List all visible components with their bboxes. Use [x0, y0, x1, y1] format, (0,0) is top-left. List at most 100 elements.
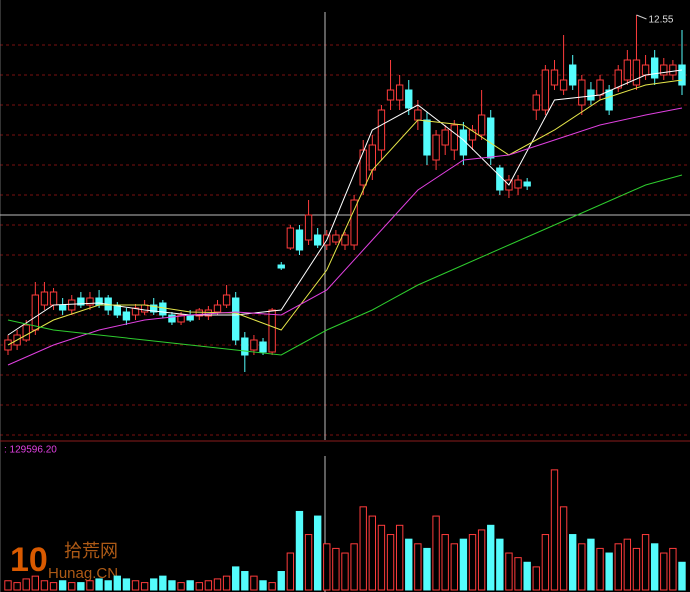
- candle-body: [68, 299, 76, 311]
- volume-bar: [596, 547, 604, 591]
- candle-body: [241, 337, 249, 356]
- volume-bar: [177, 582, 185, 591]
- candle-body: [468, 129, 477, 141]
- volume-bar: [31, 575, 40, 591]
- volume-bar: [304, 534, 313, 591]
- volume-bar: [359, 506, 367, 591]
- candle-body: [31, 294, 40, 331]
- volume-bar: [414, 543, 422, 591]
- candle-body: [177, 314, 185, 323]
- volume-bar: [523, 561, 531, 591]
- volume-bar: [150, 578, 158, 591]
- volume-bar: [140, 582, 149, 591]
- volume-bar: [4, 580, 12, 591]
- moving-average-line: [7, 107, 683, 366]
- volume-bar: [40, 580, 49, 591]
- candle-body: [368, 144, 377, 171]
- volume-bar: [605, 552, 613, 591]
- volume-bar: [341, 552, 349, 591]
- volume-bar: [95, 578, 103, 591]
- candle-body: [395, 84, 404, 101]
- volume-bar: [113, 575, 121, 591]
- volume-bar: [295, 510, 304, 591]
- candle-body: [532, 94, 540, 111]
- candle-body: [623, 59, 632, 81]
- volume-bar: [550, 469, 559, 591]
- volume-bar: [368, 515, 377, 591]
- candle-body: [22, 324, 30, 341]
- high-marker: [636, 14, 647, 20]
- candle-body: [650, 57, 659, 79]
- candle-body: [414, 109, 422, 121]
- candle-body: [487, 117, 495, 159]
- volume-bar: [232, 566, 240, 591]
- volume-bar: [614, 543, 622, 591]
- candle-body: [286, 227, 295, 249]
- moving-average-line: [7, 174, 683, 356]
- volume-bar: [377, 524, 386, 591]
- candle-body: [58, 304, 67, 311]
- volume-bar: [286, 552, 295, 591]
- candle-body: [213, 304, 222, 313]
- candle-body: [660, 64, 668, 76]
- volume-bar: [559, 506, 568, 591]
- volume-bar: [632, 547, 641, 591]
- watermark-site: Hunag.CN: [48, 565, 118, 582]
- volume-bar: [587, 538, 595, 591]
- volume-bar: [541, 534, 550, 591]
- candle-body: [122, 311, 131, 321]
- candle-body: [569, 64, 577, 86]
- volume-bar: [77, 582, 85, 591]
- candle-body: [77, 297, 85, 306]
- candle-body: [450, 124, 458, 151]
- candle-body: [350, 199, 358, 246]
- volume-bar: [660, 552, 668, 591]
- volume-bar: [477, 529, 486, 591]
- volume-bar: [195, 582, 203, 591]
- candle-body: [596, 79, 604, 96]
- volume-bar: [441, 534, 449, 591]
- volume-bar: [86, 580, 94, 591]
- candle-body: [559, 79, 568, 91]
- candle-body: [523, 181, 531, 187]
- volume-bar: [423, 547, 431, 591]
- candle-body: [605, 89, 613, 111]
- volume-bar: [669, 547, 677, 591]
- candle-body: [195, 309, 203, 317]
- candle-body: [131, 307, 140, 316]
- volume-bar: [159, 575, 167, 591]
- candle-body: [441, 129, 449, 146]
- candle-body: [614, 69, 622, 89]
- volume-bar: [168, 580, 176, 591]
- candle-body: [550, 69, 559, 86]
- volume-bar: [450, 543, 458, 591]
- watermark-name: 拾荒网: [64, 541, 118, 561]
- volume-bar: [22, 578, 30, 591]
- volume-bar: [122, 578, 131, 591]
- volume-bar: [49, 582, 58, 591]
- volume-bar: [496, 538, 504, 591]
- candle-body: [168, 314, 176, 323]
- candle-body: [377, 109, 386, 151]
- candle-body: [86, 297, 94, 306]
- moving-average-line: [7, 79, 683, 346]
- candle-body: [632, 59, 641, 86]
- candle-body: [259, 341, 267, 353]
- volume-bar: [250, 575, 258, 591]
- volume-bar: [569, 534, 577, 591]
- volume-bar: [104, 580, 112, 591]
- watermark-logo: 10: [10, 541, 48, 579]
- volume-bar: [432, 515, 440, 591]
- volume-label: : 129596.20: [4, 445, 57, 456]
- volume-bar: [241, 571, 249, 591]
- volume-bar: [459, 538, 468, 591]
- volume-bar: [259, 580, 267, 591]
- volume-bar: [350, 543, 358, 591]
- volume-bar: [578, 543, 586, 591]
- volume-bar: [323, 543, 331, 591]
- volume-bar: [487, 524, 495, 591]
- candle-body: [432, 134, 440, 161]
